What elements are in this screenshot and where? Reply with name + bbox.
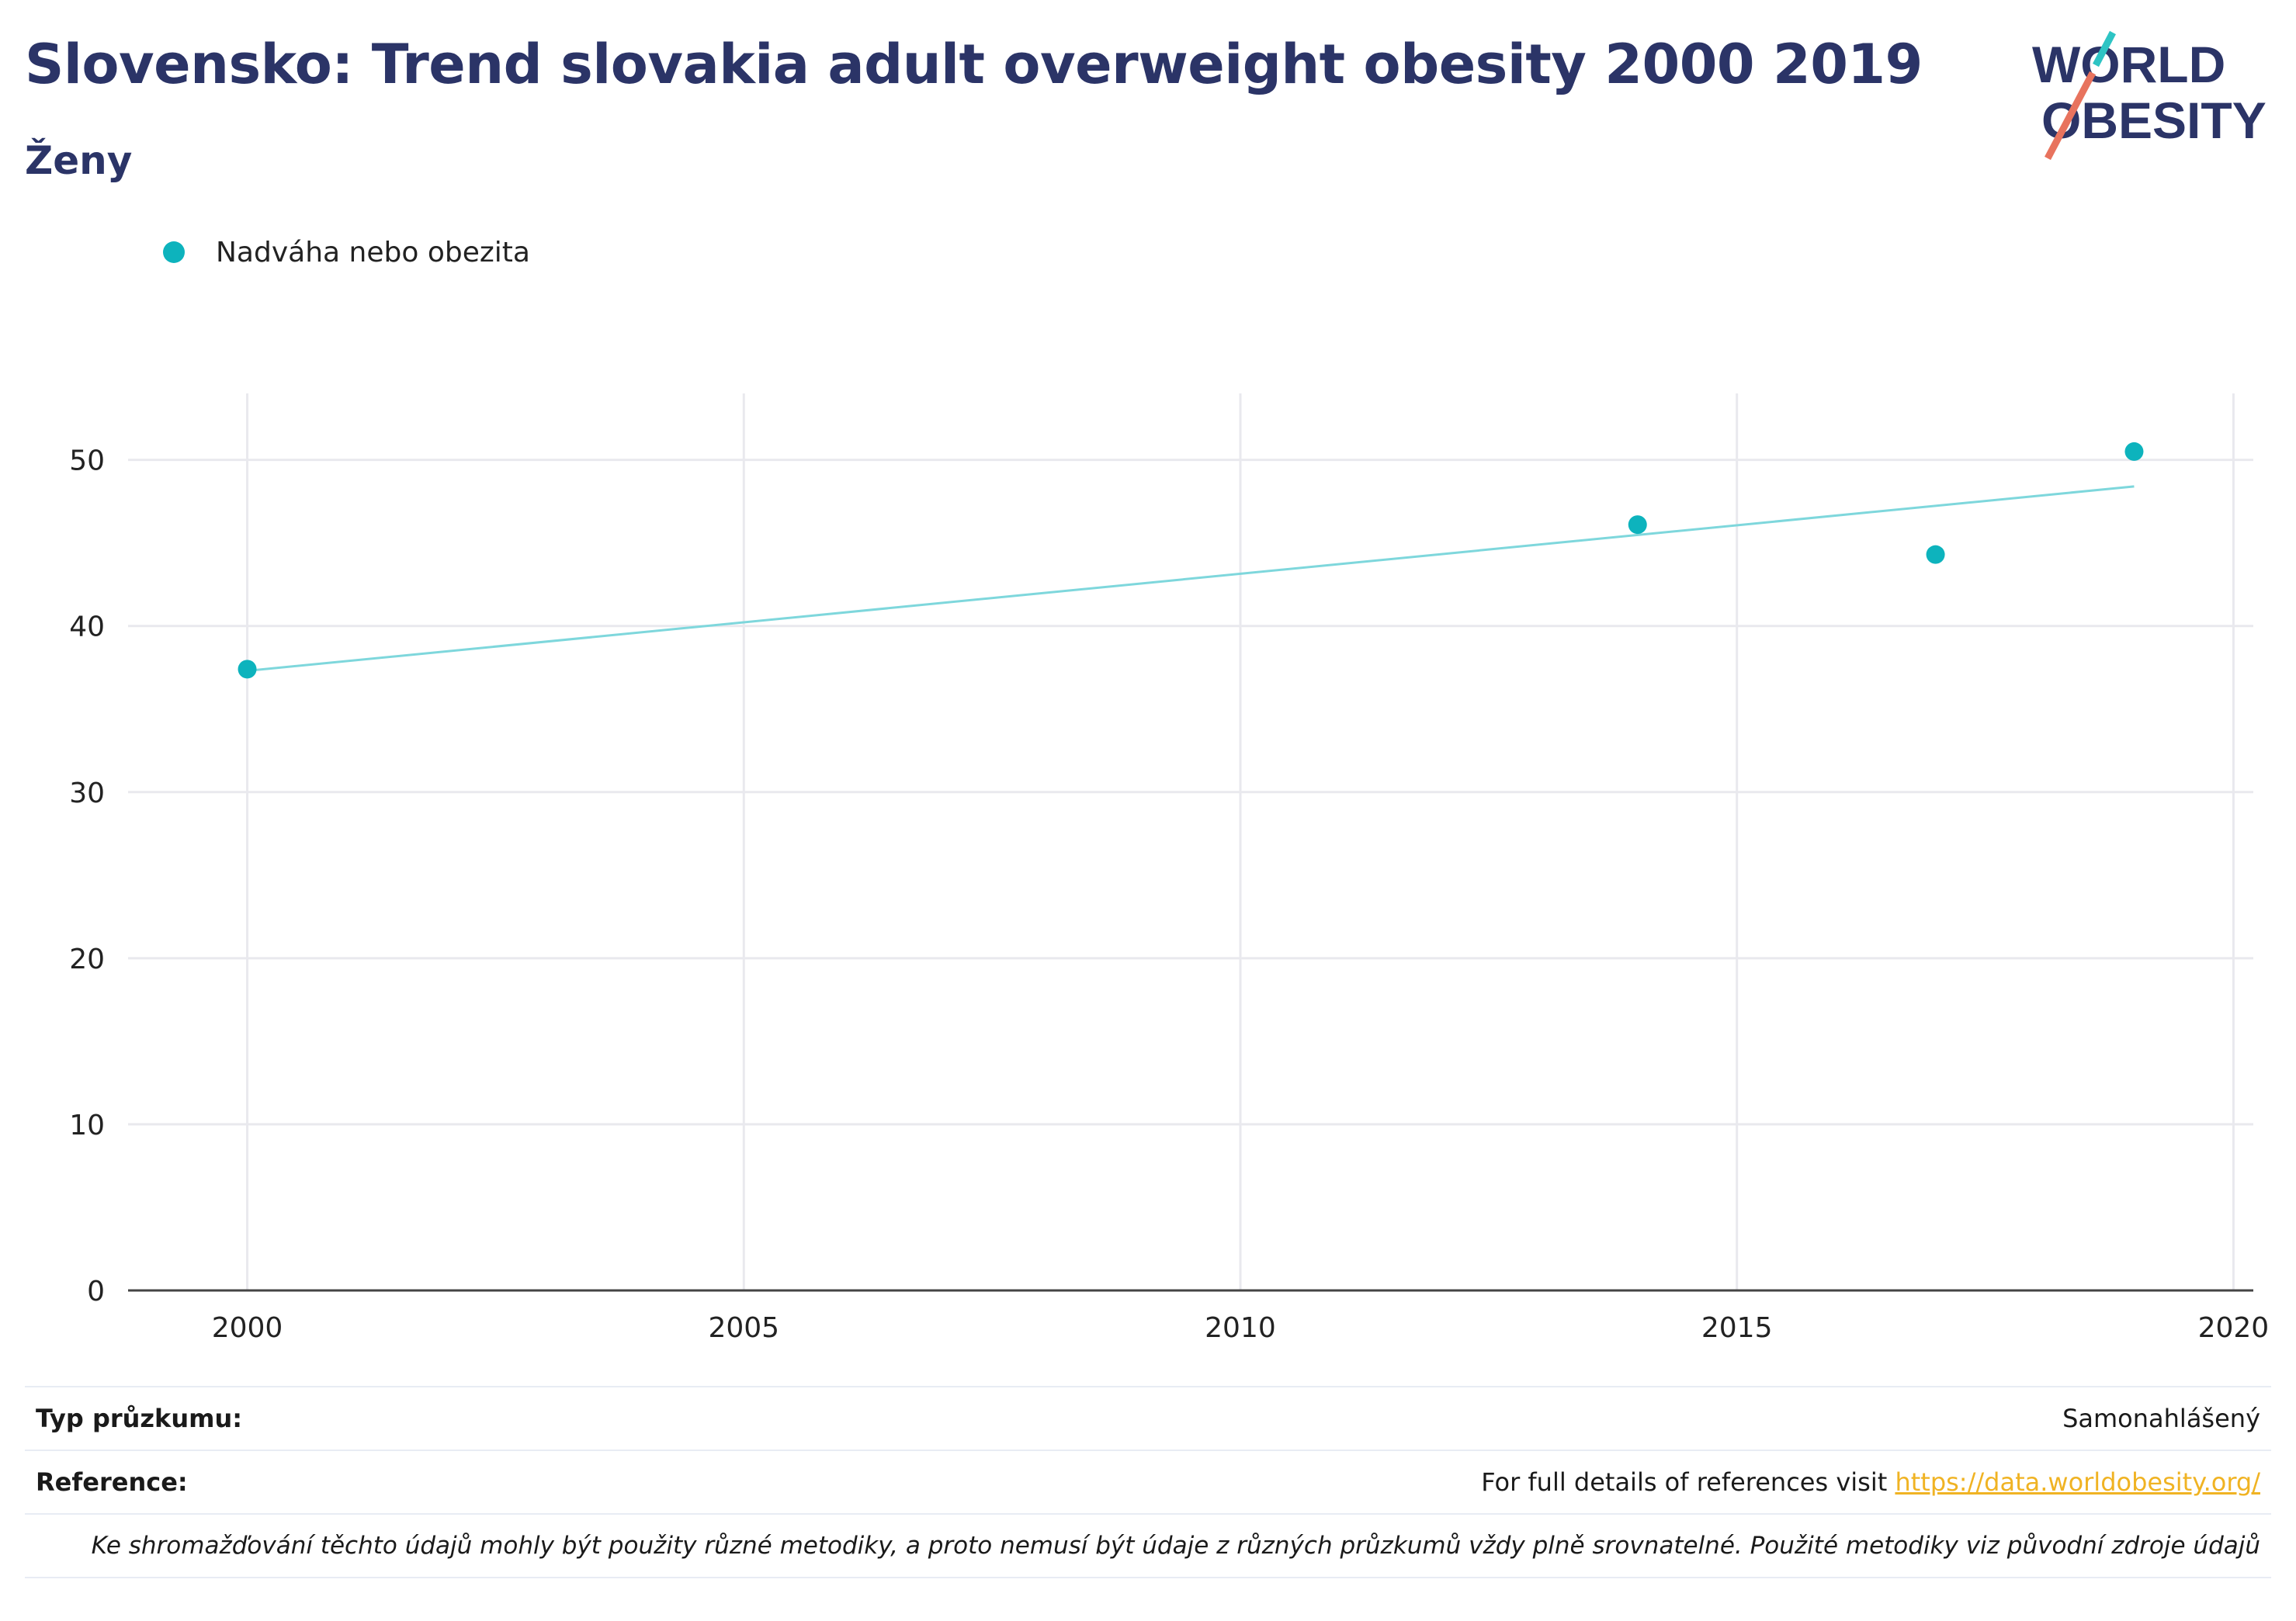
y-tick-label: 40 (69, 611, 105, 643)
logo-line1: WORLD (2032, 36, 2225, 93)
y-tick-label: 50 (69, 445, 105, 477)
survey-type-row: Typ průzkumu: Samonahlášený (25, 1386, 2271, 1450)
survey-type-value: Samonahlášený (2062, 1404, 2260, 1433)
x-tick-label: 2015 (1701, 1312, 1773, 1344)
x-tick-label: 2010 (1205, 1312, 1276, 1344)
x-tick-label: 2020 (2198, 1312, 2270, 1344)
data-point (238, 660, 257, 679)
y-tick-label: 0 (87, 1276, 105, 1308)
legend[interactable]: Nadváha nebo obezita (163, 233, 530, 272)
reference-value: For full details of references visit htt… (1481, 1467, 2260, 1497)
chart-subtitle: Ženy (25, 138, 133, 183)
legend-label: Nadváha nebo obezita (216, 236, 530, 268)
trend-line (247, 485, 2135, 672)
logo-coral-slash (2045, 71, 2096, 161)
y-tick-label: 30 (69, 778, 105, 809)
survey-type-label: Typ průzkumu: (36, 1404, 243, 1433)
logo-teal-slash (2093, 30, 2116, 68)
world-obesity-logo: WORLD OBESITY (2032, 30, 2267, 161)
reference-link[interactable]: https://data.worldobesity.org/ (1895, 1467, 2260, 1497)
chart-plot: 0 10 20 30 40 50 2000 2005 2010 2015 2020 (69, 393, 2270, 1344)
x-tick-label: 2000 (212, 1312, 283, 1344)
data-point (1628, 515, 1647, 535)
data-point (2124, 442, 2144, 461)
reference-text: For full details of references visit (1481, 1467, 1895, 1497)
y-tick-label: 10 (69, 1110, 105, 1141)
methodology-note: Ke shromažďování těchto údajů mohly být … (25, 1513, 2271, 1578)
reference-label: Reference: (36, 1467, 188, 1497)
reference-row: Reference: For full details of reference… (25, 1450, 2271, 1513)
chart-title: Slovensko: Trend slovakia adult overweig… (25, 33, 1923, 96)
y-tick-label: 20 (69, 944, 105, 975)
data-point (1926, 545, 1945, 564)
x-tick-label: 2005 (708, 1312, 779, 1344)
info-table: Typ průzkumu: Samonahlášený Reference: F… (25, 1386, 2271, 1578)
legend-marker (163, 241, 185, 263)
